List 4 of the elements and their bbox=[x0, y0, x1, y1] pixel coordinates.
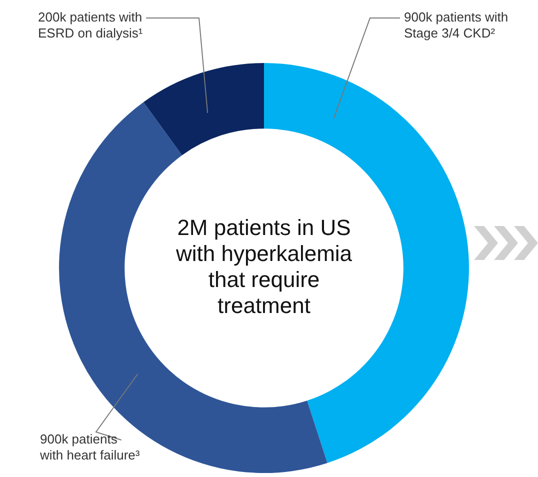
slice-label: 900k patients with heart failure³ bbox=[39, 432, 140, 463]
slice-label: 200k patients with ESRD on dialysis¹ bbox=[38, 10, 144, 41]
text: 2M patients in US with hyperkalemia that require treatment bbox=[174, 215, 353, 318]
slice-label: 900k patients with Stage 3/4 CKD² bbox=[404, 10, 508, 41]
